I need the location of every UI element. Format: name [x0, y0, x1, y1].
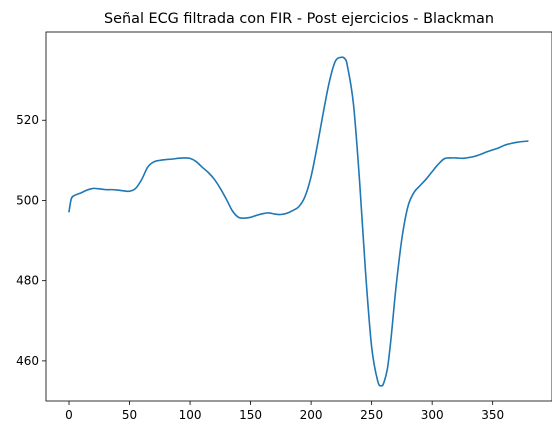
y-tick-label: 500	[16, 193, 39, 207]
x-tick-label: 250	[360, 408, 383, 422]
series-line	[68, 56, 529, 387]
axis-ticks: 0 50 100 150 200 250 300 350 460 480 500 520	[16, 113, 504, 422]
y-tick-label: 480	[16, 274, 39, 288]
x-tick-label: 0	[65, 408, 73, 422]
x-tick-label: 50	[122, 408, 137, 422]
x-tick-label: 300	[421, 408, 444, 422]
plot-frame	[45, 31, 552, 402]
x-tick-label: 350	[481, 408, 504, 422]
x-tick-label: 200	[300, 408, 323, 422]
x-tick-label: 150	[239, 408, 262, 422]
chart-title: Señal ECG filtrada con FIR - Post ejerci…	[104, 11, 494, 27]
x-tick-label: 100	[179, 408, 202, 422]
y-tick-label: 460	[16, 354, 39, 368]
y-tick-label: 520	[16, 113, 39, 127]
